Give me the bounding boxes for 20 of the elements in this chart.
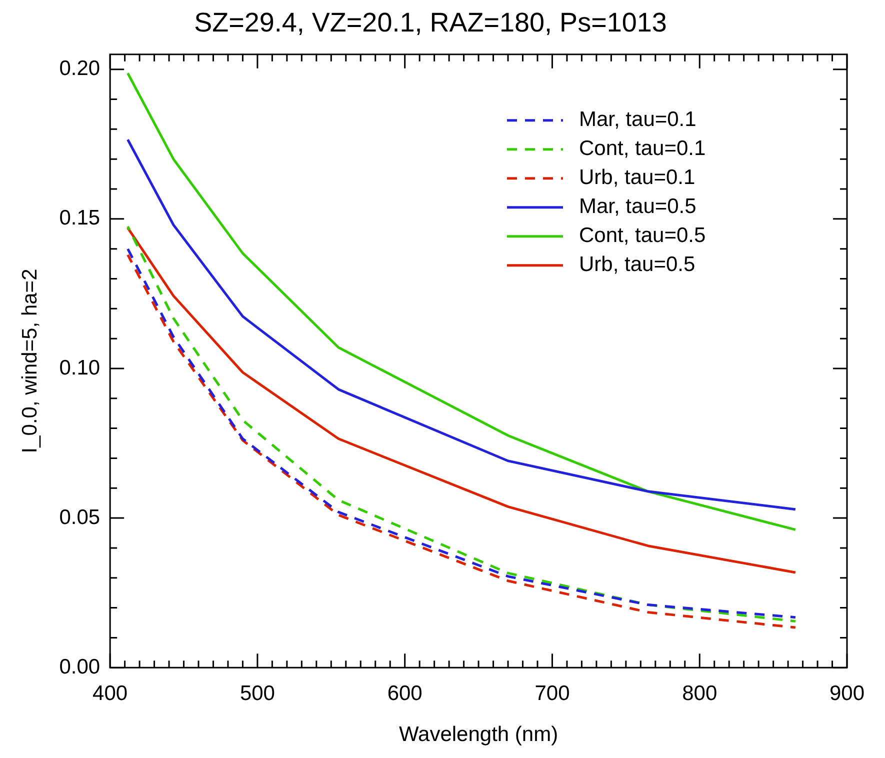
x-axis-title: Wavelength (nm) <box>398 723 558 746</box>
x-tick-label: 500 <box>240 682 275 705</box>
x-tick-label: 400 <box>92 682 128 705</box>
legend-label: Mar, tau=0.5 <box>579 195 696 218</box>
x-tick-label: 600 <box>387 682 422 705</box>
x-tick-label: 900 <box>829 682 865 705</box>
x-tick-label: 800 <box>682 682 718 705</box>
legend-label: Cont, tau=0.1 <box>579 137 706 160</box>
legend-label: Urb, tau=0.5 <box>579 253 696 276</box>
legend-label: Mar, tau=0.1 <box>579 108 696 132</box>
legend-label: Urb, tau=0.1 <box>579 166 696 190</box>
y-tick-label: 0.00 <box>59 655 100 678</box>
y-tick-label: 0.20 <box>59 57 100 80</box>
y-tick-label: 0.05 <box>59 506 100 529</box>
y-axis-title: I_0.0, wind=5, ha=2 <box>18 268 42 454</box>
x-tick-label: 700 <box>534 682 570 705</box>
y-tick-label: 0.15 <box>59 206 100 230</box>
y-tick-label: 0.10 <box>59 356 100 380</box>
chart-title: SZ=29.4, VZ=20.1, RAZ=180, Ps=1013 <box>194 8 667 38</box>
legend-label: Cont, tau=0.5 <box>579 224 706 248</box>
